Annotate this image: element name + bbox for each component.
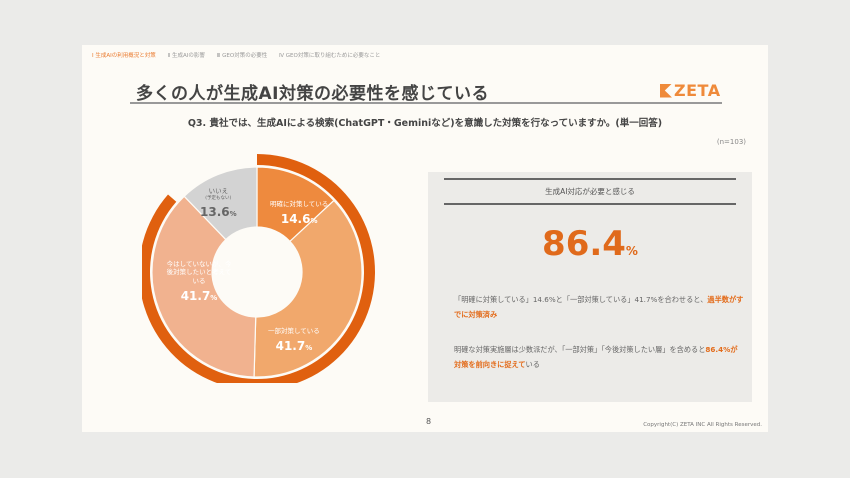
section-nav: Ⅰ 生成AIの利用概況と対策 Ⅱ 生成AIの影響 Ⅲ GEO対策の必要性 Ⅳ G… [92, 51, 390, 59]
nav-item-2[interactable]: Ⅱ 生成AIの影響 [167, 53, 205, 59]
donut-chart: 明確に対策している 14.6% 一部対策している 41.7% 今はしていないが、今後… [139, 143, 382, 390]
label-no: いいえ (予定もない) 13.6% [200, 187, 237, 220]
nav-item-1[interactable]: Ⅰ 生成AIの利用概況と対策 [92, 53, 156, 59]
donut-segment-4 [183, 166, 258, 241]
donut-svg [139, 154, 375, 390]
label-future: 今はしていないが、今後対策したいと考えている 41.7% [166, 260, 232, 304]
nav-item-4[interactable]: Ⅳ GEO対策に取り組むために必要なこと [278, 53, 381, 59]
slide: Ⅰ 生成AIの利用概況と対策 Ⅱ 生成AIの影響 Ⅲ GEO対策の必要性 Ⅳ G… [82, 45, 768, 432]
donut-segment-3 [151, 195, 257, 378]
nav-item-3[interactable]: Ⅲ GEO対策の必要性 [216, 53, 268, 59]
big-stat-unit: % [625, 244, 638, 258]
big-stat: 86.4% [428, 224, 752, 264]
copyright: Copyright(C) ZETA INC All Rights Reserve… [643, 422, 762, 428]
donut-segment-2 [253, 199, 363, 378]
logo-text: ZETA [674, 81, 721, 100]
big-stat-value: 86.4 [542, 224, 626, 264]
question-text: Q3. 貴社では、生成AIによる検索(ChatGPT・Geminiなど)を意識し… [187, 118, 663, 129]
zeta-logo: ZETA [660, 81, 721, 100]
page-number: 8 [426, 417, 432, 426]
summary-paragraph-2: 明確な対策実施層は少数派だが、「一部対策」「今後対策したい層」を含めると86.4… [454, 345, 738, 369]
title-divider [130, 102, 722, 104]
sample-size: (n=103) [716, 138, 746, 146]
label-clear: 明確に対策している 14.6% [270, 200, 329, 227]
summary-panel: 生成AI対応が必要と感じる 86.4% 「明確に対策している」14.6%と「一部… [428, 172, 752, 402]
label-partial: 一部対策している 41.7% [268, 327, 320, 354]
page-title: 多くの人が生成AI対策の必要性を感じている [136, 84, 489, 104]
panel-heading: 生成AI対応が必要と感じる [444, 178, 736, 205]
summary-paragraph-1: 「明確に対策している」14.6%と「一部対策している」41.7%を合わせると、過… [454, 295, 744, 319]
logo-mark-icon [660, 83, 672, 98]
